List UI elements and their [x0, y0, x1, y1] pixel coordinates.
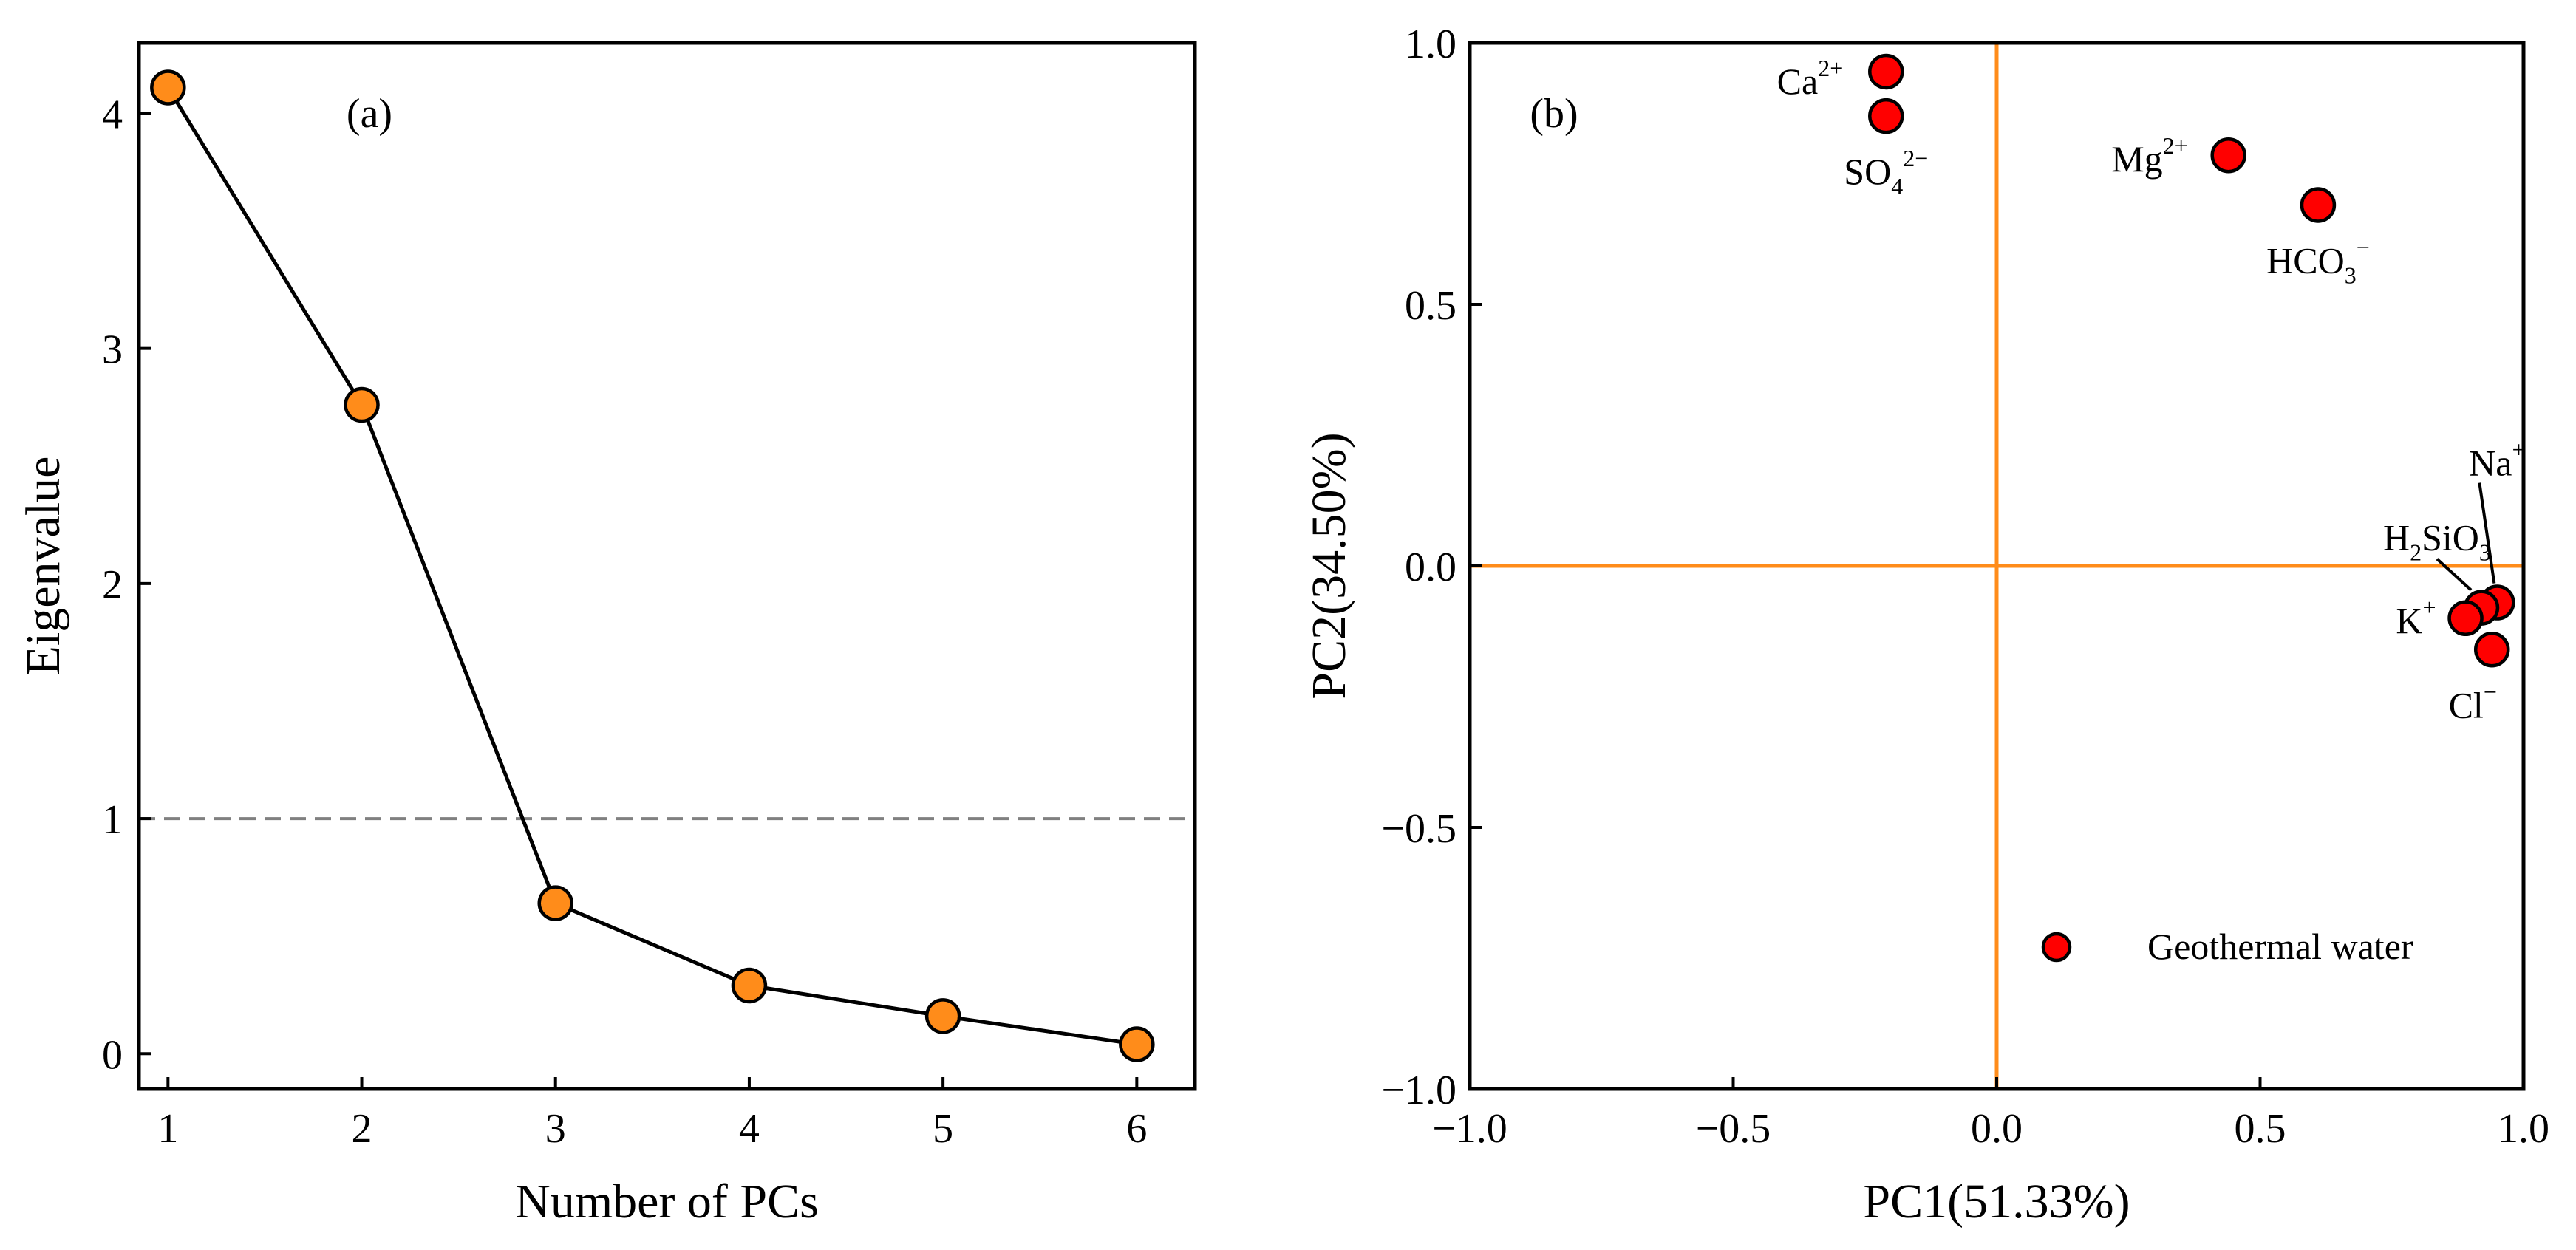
x-tick-label-b-3: 0.5 [2235, 1106, 2286, 1152]
y-tick-label-a-1: 1 [102, 797, 123, 843]
x-tick-label-b-0: −1.0 [1432, 1106, 1507, 1152]
x-tick-label-b-4: 1.0 [2498, 1106, 2549, 1152]
x-axis-label-a: Number of PCs [515, 1175, 819, 1229]
ion-label-base: Ca [1777, 61, 1819, 102]
legend: Geothermal water [2041, 926, 2413, 967]
eigenvalue-point-6 [1119, 1026, 1155, 1062]
ion-label-1: SO42− [1844, 145, 1928, 199]
loading-point-0 [1868, 53, 1904, 90]
x-tick-label-a-6: 6 [1126, 1106, 1147, 1152]
ion-label-sup: 2+ [2163, 132, 2188, 159]
plot-frame-a [137, 41, 1197, 1091]
loading-point-2 [2210, 137, 2246, 174]
ion-label-sub2: 3 [2479, 539, 2491, 566]
ion-label-sup: 2+ [1818, 55, 1843, 81]
y-axis-label-b: PC2(34.50%) [1302, 432, 1356, 699]
ion-label-sup: + [2423, 594, 2436, 621]
loading-point-3 [2300, 187, 2337, 223]
ion-label-sub: 2 [2410, 539, 2422, 566]
x-tick-label-a-5: 5 [933, 1106, 953, 1152]
x-tick-label-b-2: 0.0 [1971, 1106, 2023, 1152]
y-tick-label-b-1: −0.5 [1381, 806, 1456, 852]
leader-line-4 [2478, 482, 2496, 584]
legend-label: Geothermal water [2147, 926, 2413, 967]
ion-label-sub: 3 [2345, 262, 2357, 288]
ion-label-0: Ca2+ [1777, 55, 1844, 102]
y-tick-label-b-0: −1.0 [1381, 1068, 1456, 1113]
leader-line-5 [2436, 558, 2473, 592]
ion-label-sup: − [2357, 233, 2370, 260]
ion-label-base: K [2396, 600, 2422, 641]
x-tick-label-a-2: 2 [352, 1106, 372, 1152]
loading-point-6 [2447, 600, 2484, 637]
ion-label-base: H [2383, 517, 2410, 559]
ion-label-base: HCO [2266, 239, 2345, 281]
panel-label-b: (b) [1530, 91, 1578, 137]
loading-point-1 [1868, 98, 1904, 134]
y-tick-label-a-2: 2 [102, 562, 123, 608]
panel-label-a: (a) [347, 91, 392, 137]
x-tick-label-a-4: 4 [739, 1106, 760, 1152]
eigenvalue-point-2 [344, 386, 380, 423]
x-tick-label-b-1: −0.5 [1696, 1106, 1771, 1152]
ion-label-4: Na+ [2469, 437, 2525, 484]
ion-label-base: Na [2469, 443, 2512, 484]
y-tick-label-a-4: 4 [102, 92, 123, 137]
ion-label-5: H2SiO3 [2383, 517, 2491, 566]
y-tick-label-b-4: 1.0 [1405, 21, 1456, 67]
ion-label-base: Cl [2449, 684, 2484, 725]
y-tick-label-b-3: 0.5 [1405, 283, 1456, 329]
eigenvalue-point-1 [150, 69, 186, 106]
eigenvalue-point-3 [537, 885, 573, 921]
ion-label-base: SO [1844, 151, 1891, 192]
ion-label-base: Mg [2111, 138, 2162, 180]
eigenvalue-line [166, 86, 1137, 1047]
ion-label-3: HCO3− [2266, 233, 2370, 288]
eigenvalue-point-4 [731, 967, 768, 1004]
legend-marker [2041, 932, 2072, 963]
ion-label-7: Cl− [2449, 678, 2497, 725]
loading-point-7 [2473, 632, 2510, 668]
x-axis-label-b: PC1(51.33%) [1863, 1175, 2130, 1229]
ion-label-sup: 2− [1903, 145, 1928, 171]
eigenvalue-point-5 [924, 998, 961, 1034]
ion-label-base2: SiO [2422, 517, 2479, 559]
y-tick-label-a-0: 0 [102, 1032, 123, 1078]
ion-label-sup: − [2484, 678, 2497, 705]
y-tick-label-a-3: 3 [102, 327, 123, 373]
ion-label-6: K+ [2396, 594, 2436, 641]
x-tick-label-a-1: 1 [157, 1106, 178, 1152]
ion-label-2: Mg2+ [2111, 132, 2188, 180]
y-tick-label-b-2: 0.0 [1405, 544, 1456, 590]
ion-label-sub: 4 [1891, 173, 1903, 199]
y-axis-label-a: Eigenvalue [16, 457, 70, 676]
x-tick-label-a-3: 3 [545, 1106, 566, 1152]
